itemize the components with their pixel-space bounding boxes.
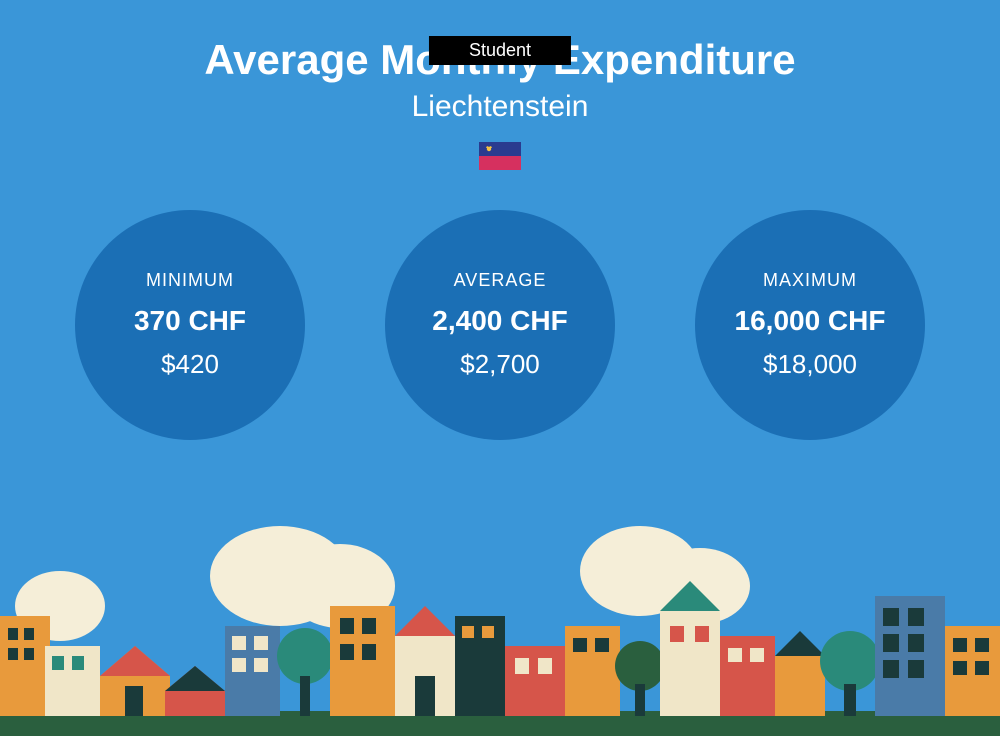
- country-subtitle: Liechtenstein: [0, 90, 1000, 124]
- average-circle: AVERAGE 2,400 CHF $2,700: [385, 210, 615, 440]
- expenditure-circles: MINIMUM 370 CHF $420 AVERAGE 2,400 CHF $…: [0, 210, 1000, 440]
- average-label: AVERAGE: [454, 270, 547, 291]
- minimum-label: MINIMUM: [146, 270, 234, 291]
- maximum-usd: $18,000: [763, 349, 857, 380]
- maximum-label: MAXIMUM: [763, 270, 857, 291]
- minimum-chf: 370 CHF: [134, 305, 246, 337]
- maximum-chf: 16,000 CHF: [735, 305, 886, 337]
- cityscape-illustration: [0, 516, 1000, 736]
- country-flag-icon: [479, 142, 521, 170]
- average-chf: 2,400 CHF: [432, 305, 567, 337]
- minimum-circle: MINIMUM 370 CHF $420: [75, 210, 305, 440]
- minimum-usd: $420: [161, 349, 219, 380]
- category-badge: Student: [429, 36, 571, 65]
- maximum-circle: MAXIMUM 16,000 CHF $18,000: [695, 210, 925, 440]
- average-usd: $2,700: [460, 349, 540, 380]
